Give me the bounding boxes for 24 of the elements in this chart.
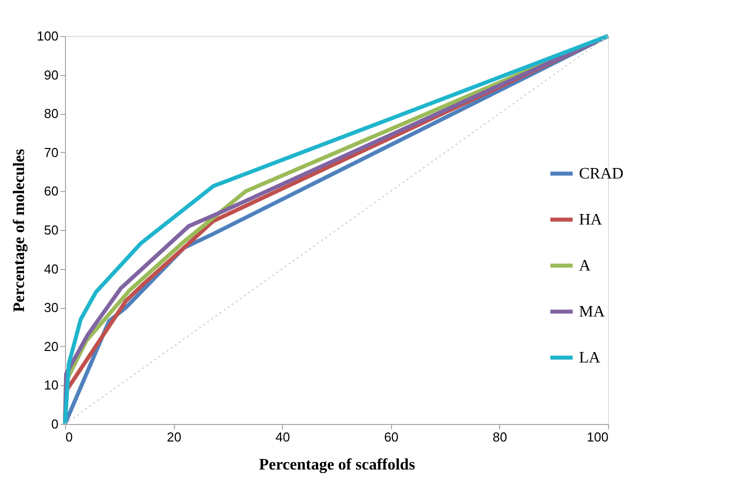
y-tick-label: 0: [51, 416, 58, 432]
legend-label: A: [579, 258, 591, 275]
y-tick-label: 20: [44, 338, 58, 354]
y-tick-label: 50: [44, 222, 58, 238]
y-tick-label: 80: [44, 106, 58, 122]
y-tick-label: 70: [44, 144, 58, 160]
legend-label: CRAD: [579, 166, 624, 183]
x-axis-title: Percentage of scaffolds: [258, 456, 416, 474]
y-tick-label: 40: [44, 261, 58, 276]
x-tick-label: 20: [166, 430, 182, 444]
x-tick-label: 100: [586, 430, 608, 444]
legend-label: HA: [579, 212, 603, 229]
y-tick-label: 60: [44, 184, 58, 199]
x-tick-label: 80: [492, 430, 508, 444]
y-tick-label: 100: [36, 28, 58, 44]
y-axis-title: Percentage of molecules: [10, 148, 28, 312]
x-tick-label: 60: [384, 430, 399, 444]
legend-label: LA: [579, 350, 601, 367]
x-tick-label: 40: [275, 430, 290, 444]
y-tick-label: 30: [44, 300, 58, 316]
x-tick-label: 0: [66, 430, 73, 444]
legend-label: MA: [579, 304, 606, 321]
y-tick-label: 10: [44, 378, 58, 393]
y-tick-label: 90: [44, 67, 58, 82]
